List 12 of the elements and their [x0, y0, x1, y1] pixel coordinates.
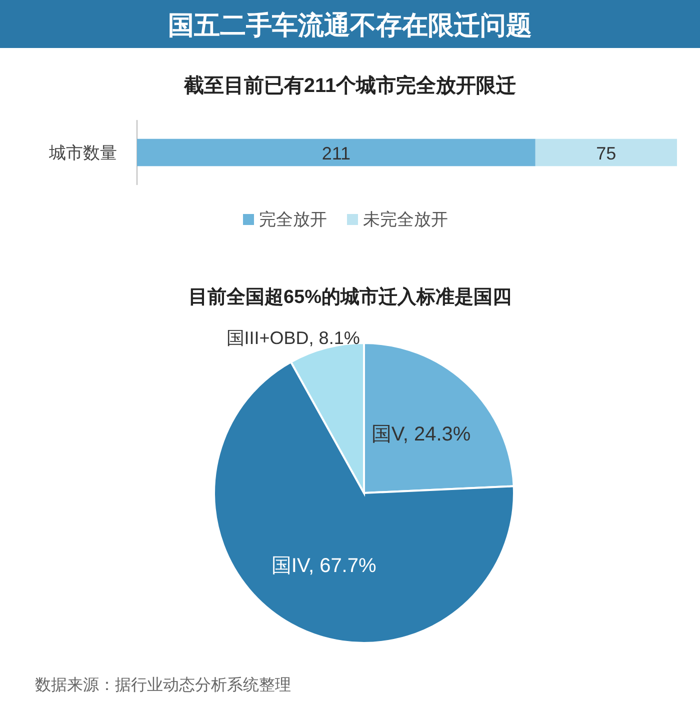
slice-label: 国V, 24.3%	[371, 423, 471, 446]
data-label: 75	[596, 144, 616, 164]
legend-label: 完全放开	[259, 210, 327, 229]
slice-label: 国IV, 67.7%	[271, 555, 376, 578]
slice-label: 国III+OBD, 8.1%	[226, 328, 360, 348]
chart-title: 国五二手车流通不存在限迁问题	[168, 10, 532, 40]
data-label: 211	[322, 144, 351, 164]
chart-title: 目前全国超65%的城市迁入标准是国四	[188, 286, 512, 308]
y-tick-label: 城市数量	[48, 144, 117, 162]
source-note: 数据来源：据行业动态分析系统整理	[35, 676, 291, 694]
legend-label: 未完全放开	[363, 210, 448, 229]
chart-subtitle: 截至目前已有211个城市完全放开限迁	[182, 74, 516, 97]
